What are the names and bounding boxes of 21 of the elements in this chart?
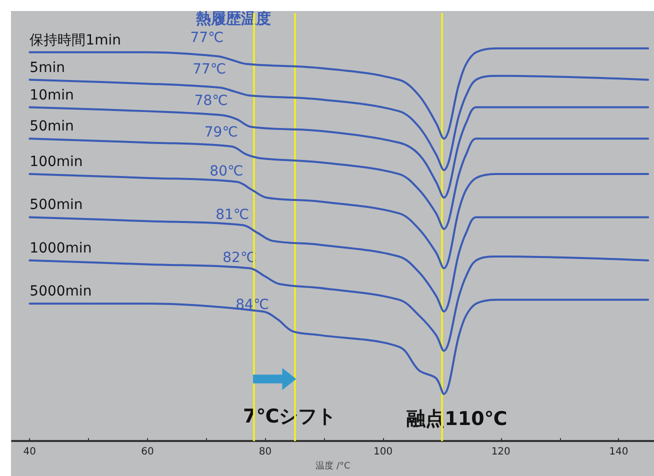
annotation: 80℃ — [210, 164, 244, 180]
x-tick-label: 80 — [258, 446, 272, 458]
x-tick-label: 140 — [609, 446, 628, 458]
annotation: 77℃ — [192, 61, 226, 78]
annotation: 79℃ — [204, 124, 238, 140]
annotation: 81℃ — [216, 206, 250, 223]
series-label: 100min — [30, 154, 83, 170]
x-tick-label: 60 — [141, 446, 154, 458]
x-axis-title: 温度 /°C — [316, 460, 350, 472]
x-tick-label: 40 — [23, 446, 36, 458]
x-tick-label: 120 — [491, 446, 510, 458]
series-label: 保持時間1min — [30, 32, 121, 48]
x-tick-label: 100 — [374, 446, 393, 458]
annotation: 78℃ — [194, 92, 228, 109]
series-label: 5min — [30, 60, 65, 76]
series-label: 500min — [30, 197, 83, 214]
series-label: 5000min — [30, 284, 92, 300]
series-label: 1000min — [30, 240, 92, 256]
series-label: 50min — [30, 118, 74, 135]
annotation: 77℃ — [190, 30, 224, 46]
series-label: 10min — [30, 87, 74, 104]
